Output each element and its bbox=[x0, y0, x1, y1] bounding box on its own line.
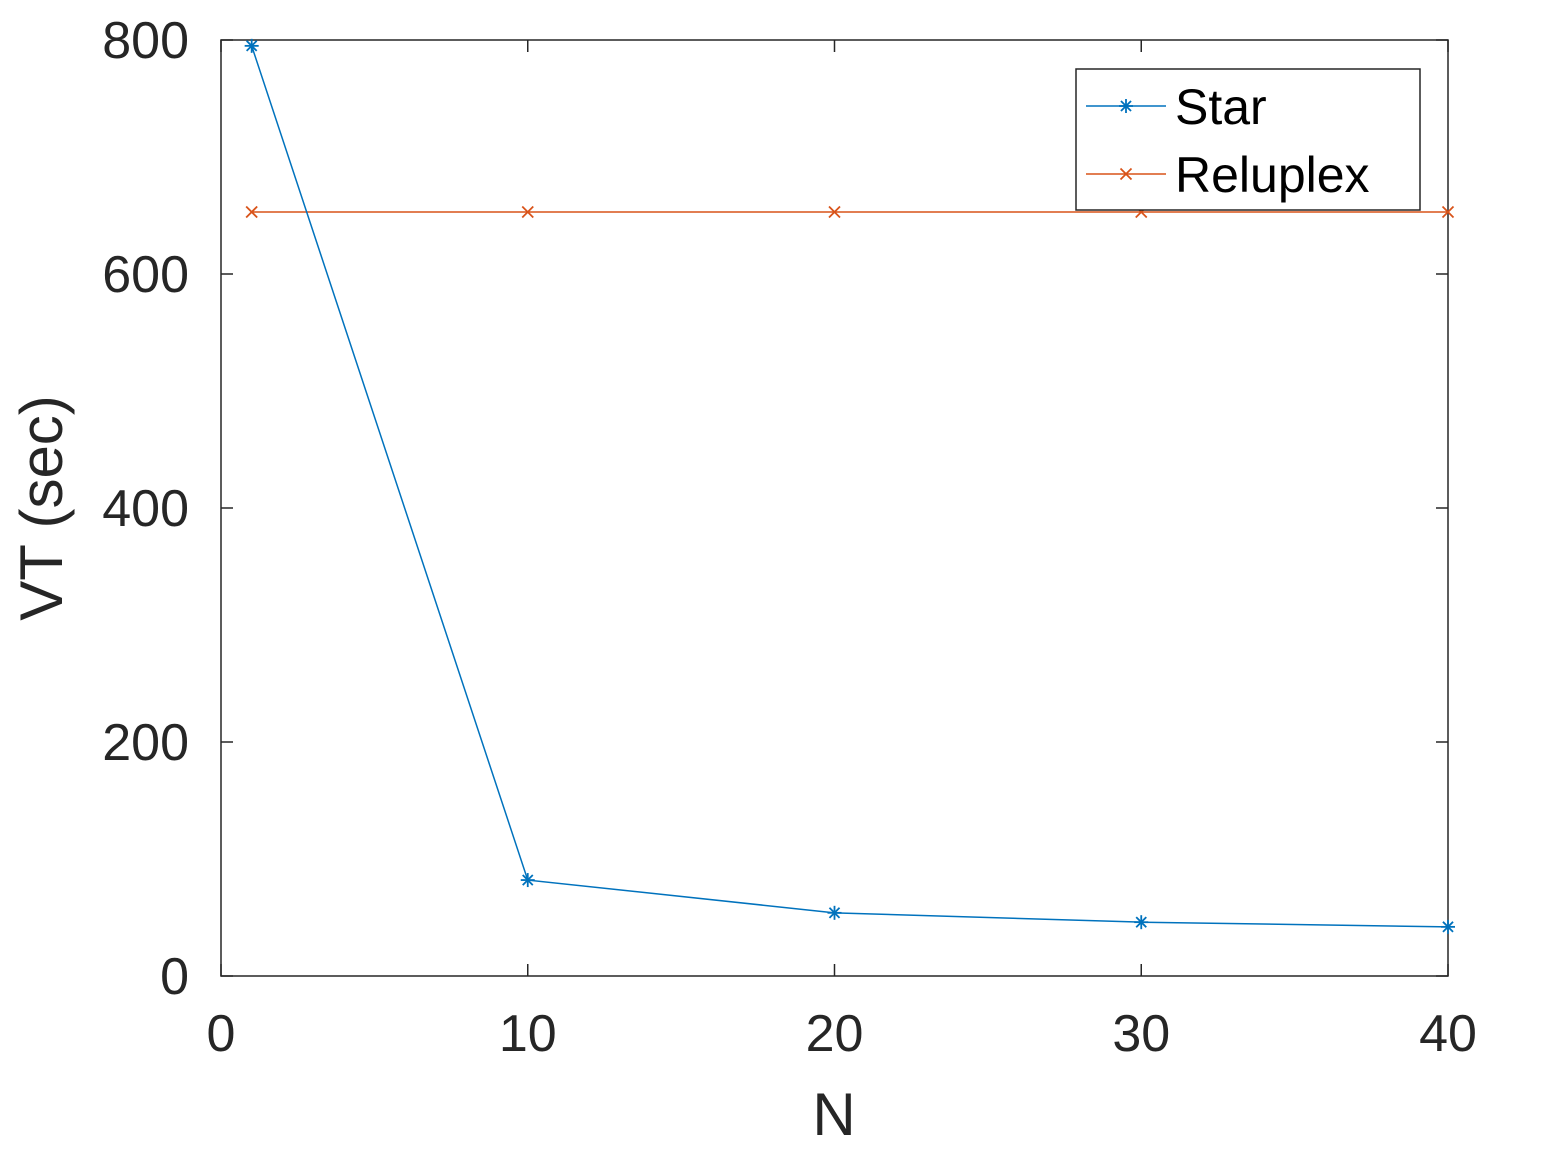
data-point bbox=[245, 205, 258, 219]
x-tick-label: 0 bbox=[207, 1005, 236, 1063]
legend-label: Star bbox=[1175, 79, 1267, 135]
data-point bbox=[828, 205, 841, 219]
series-star bbox=[244, 38, 1455, 934]
y-axis-title: VT (sec) bbox=[8, 395, 75, 621]
data-point bbox=[1441, 919, 1455, 934]
x-tick-label: 40 bbox=[1419, 1005, 1477, 1063]
data-point bbox=[827, 905, 842, 920]
axis-ticks bbox=[220, 39, 1449, 977]
series-reluplex bbox=[245, 205, 1455, 219]
y-tick-label: 200 bbox=[102, 714, 189, 772]
data-point bbox=[1441, 205, 1455, 219]
legend-box bbox=[1075, 68, 1421, 211]
legend-label: Reluplex bbox=[1175, 147, 1370, 203]
y-tick-label: 0 bbox=[160, 948, 189, 1006]
x-tick-label: 20 bbox=[806, 1005, 864, 1063]
x-tick-label: 30 bbox=[1112, 1005, 1170, 1063]
legend-item-star: Star bbox=[1086, 79, 1267, 135]
y-tick-label: 600 bbox=[102, 246, 189, 304]
x-axis-title: N bbox=[812, 1081, 855, 1148]
y-tick-label: 800 bbox=[102, 12, 189, 70]
legend-marker bbox=[1119, 167, 1133, 181]
series-layer bbox=[244, 38, 1455, 934]
x-tick-label: 10 bbox=[499, 1005, 557, 1063]
data-point bbox=[521, 205, 534, 219]
y-tick-label: 400 bbox=[102, 480, 189, 538]
legend-marker bbox=[1119, 99, 1133, 113]
data-point bbox=[520, 873, 535, 888]
legend: Star Reluplex bbox=[1075, 68, 1421, 211]
data-point bbox=[244, 38, 259, 53]
data-point bbox=[1134, 915, 1149, 930]
legend-item-reluplex: Reluplex bbox=[1086, 147, 1370, 203]
